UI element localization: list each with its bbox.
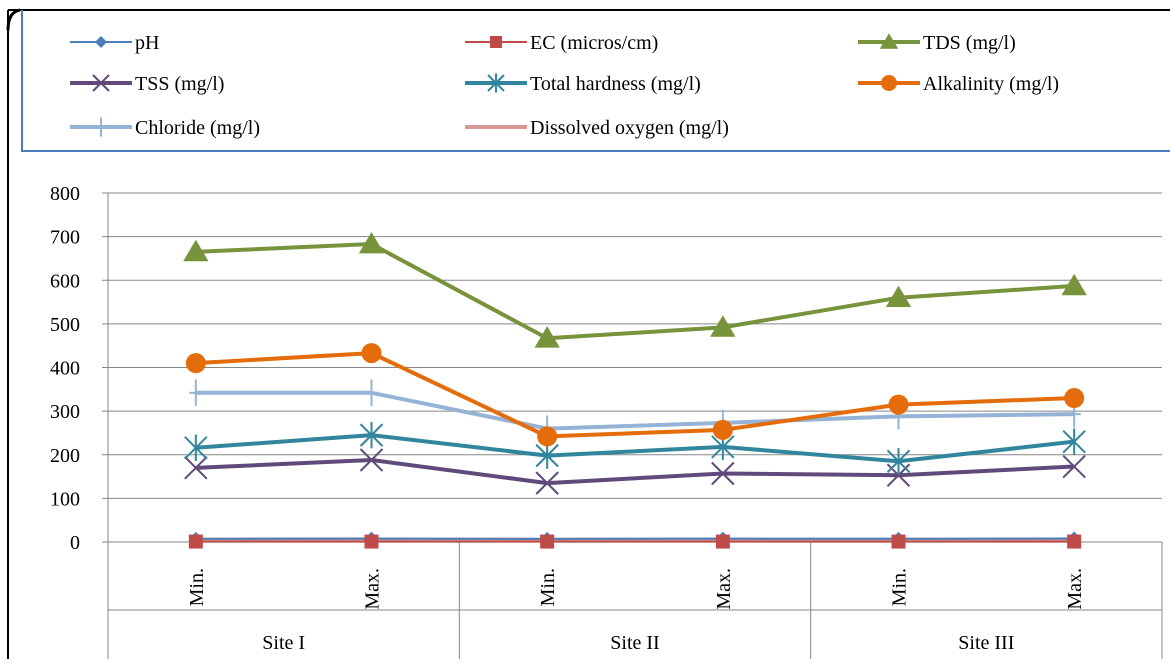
data-point — [189, 535, 203, 549]
legend-item: pH — [70, 32, 159, 54]
legend-swatch-marker — [881, 75, 897, 91]
data-point — [365, 380, 378, 406]
data-point — [1064, 388, 1084, 408]
legend-item: TSS (mg/l) — [70, 73, 224, 95]
plot-area — [183, 232, 1087, 549]
data-point — [537, 426, 557, 446]
legend-item: Dissolved oxygen (mg/l) — [465, 117, 729, 139]
legend-label: pH — [135, 32, 159, 54]
data-point — [889, 395, 909, 415]
y-tick-label: 100 — [50, 488, 80, 510]
data-point — [1067, 535, 1081, 549]
data-point — [186, 353, 206, 373]
series-line — [196, 435, 1074, 461]
series-tds — [183, 232, 1087, 348]
group-label: Site I — [262, 632, 305, 654]
x-tick-label: Max. — [1064, 568, 1086, 610]
y-tick-label: 700 — [50, 227, 80, 249]
series-ph — [189, 532, 1081, 546]
y-tick-label: 200 — [50, 445, 80, 467]
legend-label: Alkalinity (mg/l) — [923, 73, 1059, 95]
legend-label: TSS (mg/l) — [135, 73, 224, 95]
data-point — [713, 420, 733, 440]
x-tick-label: Min. — [186, 568, 208, 606]
legend-label: EC (micros/cm) — [530, 32, 658, 54]
data-point — [189, 380, 202, 406]
legend-swatch-marker — [490, 36, 502, 48]
series-total — [185, 422, 1085, 475]
y-tick-label: 400 — [50, 358, 80, 380]
legend-swatch-marker — [95, 36, 107, 48]
data-point — [892, 535, 906, 549]
data-point — [540, 535, 554, 549]
legend-label: Chloride (mg/l) — [135, 117, 260, 139]
legend-item: Chloride (mg/l) — [70, 117, 260, 139]
legend-item: Total hardness (mg/l) — [465, 73, 701, 95]
y-tick-label: 500 — [50, 314, 80, 336]
group-label: Site II — [610, 632, 659, 654]
axes: 0 100 200 300 400 500 600 700 800 Min. Max. Min. Max… — [50, 183, 1162, 659]
x-tick-label: Max. — [713, 568, 735, 610]
legend: pH EC (micros/cm) TDS (mg/l) TSS (mg/l) Tota… — [70, 32, 1059, 139]
legend-item: EC (micros/cm) — [465, 32, 658, 54]
data-point — [365, 535, 379, 549]
legend-label: Total hardness (mg/l) — [530, 73, 701, 95]
x-tick-label: Min. — [537, 568, 559, 606]
y-tick-label: 0 — [70, 532, 80, 554]
series-ec — [189, 535, 1081, 549]
x-tick-label: Max. — [362, 568, 384, 610]
y-tick-label: 600 — [50, 270, 80, 292]
data-point — [716, 535, 730, 549]
series-line — [196, 460, 1074, 483]
chart-corner — [8, 10, 20, 30]
legend-item: TDS (mg/l) — [858, 32, 1016, 54]
legend-label: Dissolved oxygen (mg/l) — [530, 117, 729, 139]
y-tick-label: 800 — [50, 183, 80, 205]
group-label: Site III — [958, 632, 1014, 654]
legend-swatch-marker — [96, 117, 106, 136]
x-tick-label: Min. — [889, 568, 911, 606]
data-point — [362, 343, 382, 363]
legend-label: TDS (mg/l) — [923, 32, 1016, 54]
legend-item: Alkalinity (mg/l) — [858, 73, 1059, 95]
y-tick-label: 300 — [50, 401, 80, 423]
